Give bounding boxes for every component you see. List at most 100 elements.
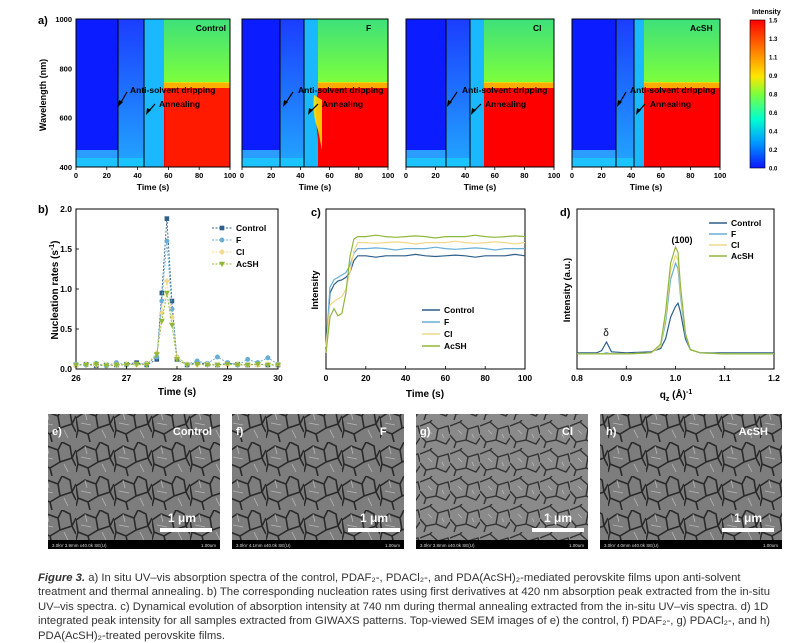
- data-point: [224, 361, 231, 368]
- colorbar-tick: 0.0: [769, 167, 778, 173]
- scale-text: 1 μm: [360, 511, 388, 525]
- xtick-label: 80: [355, 171, 363, 180]
- colorbar-tick: 1.5: [769, 19, 778, 25]
- legend-label: AcSH: [444, 341, 467, 351]
- ylabel-sup: -1: [49, 244, 56, 250]
- legend-marker: [218, 261, 226, 268]
- xlabel-sup: -1: [686, 389, 692, 396]
- ytick-label: 0.0: [60, 364, 72, 374]
- xtick-label: 60: [325, 171, 333, 180]
- annot-dripping: Anti-solvent dripping: [298, 85, 383, 95]
- colorbar-tick: 0.9: [769, 74, 778, 80]
- panel-a: a) Wavelength (nm) Control Anti-solvent …: [38, 9, 781, 192]
- panel-a-label: a): [38, 15, 48, 27]
- ytick-label: 600: [59, 114, 72, 123]
- scale-bar: [722, 528, 774, 532]
- xtick-label: 40: [461, 171, 469, 180]
- data-point: [264, 362, 271, 369]
- xtick-label: 28: [172, 373, 182, 383]
- data-point: [254, 361, 261, 368]
- annot-annealing: Annealing: [650, 99, 691, 109]
- xtick-label: 20: [267, 171, 275, 180]
- xtick-label: 60: [491, 171, 499, 180]
- xtick-label: 60: [441, 373, 451, 383]
- heatmap-title: Control: [196, 23, 226, 33]
- sem-scale-end: 1.00um: [385, 543, 400, 548]
- peak-label: (100): [671, 235, 692, 245]
- legend-label: AcSH: [236, 259, 259, 269]
- xtick-label: 0: [404, 171, 408, 180]
- xtick-label: 40: [627, 171, 635, 180]
- annot-dripping: Anti-solvent dripping: [130, 85, 215, 95]
- series-line-cl: [325, 240, 526, 348]
- scale-bar: [348, 528, 400, 532]
- data-point: [214, 354, 220, 360]
- xtick-label: 100: [518, 373, 532, 383]
- colorbar-tick: 1.1: [769, 56, 778, 62]
- xtick-label: 100: [382, 171, 395, 180]
- heatmap-cl: Cl Anti-solvent dripping Annealing: [405, 18, 555, 168]
- data-point: [173, 357, 181, 363]
- scale-text: 1 μm: [168, 511, 196, 525]
- panel-d-ylabel: Intensity (a.u.): [562, 258, 573, 322]
- sem-footer: 3.0kV 4.1mm x40.0k SE(U): [236, 543, 291, 548]
- legend-label: Cl: [731, 240, 740, 250]
- colorbar: Intensity 1.5 1.3 1.1 0.9 0.8 0.6 0.4 0.2 0.0: [749, 9, 781, 173]
- sem-scale-end: 1.00um: [569, 543, 584, 548]
- xtick-label: 30: [273, 373, 283, 383]
- panel-b-xlabel: Time (s): [158, 387, 196, 398]
- ytick-label: 1.0: [60, 284, 72, 294]
- xtick-label: 60: [657, 171, 665, 180]
- xaxis-title: Time (s): [630, 182, 663, 192]
- xtick-label: 1.1: [719, 373, 731, 383]
- panel-b-legend: Control F Cl AcSH: [212, 223, 266, 269]
- data-point: [169, 298, 175, 304]
- panel-c-plot: [325, 234, 526, 354]
- data-point: [159, 290, 165, 296]
- xlabel-sub: z: [666, 396, 670, 403]
- data-point: [168, 313, 175, 321]
- data-point: [123, 362, 130, 369]
- panel-a-ylabel: Wavelength (nm): [38, 59, 48, 131]
- series-line-cl: [577, 254, 774, 355]
- legend-label: F: [731, 229, 736, 239]
- data-point: [93, 361, 100, 368]
- sem-name: AcSH: [739, 426, 768, 438]
- panel-b-frame: [75, 208, 279, 370]
- series-line-cl: [75, 280, 279, 367]
- delta-label: δ: [603, 328, 609, 339]
- panel-b-label: b): [38, 204, 49, 216]
- legend-label: F: [236, 235, 241, 245]
- data-point: [164, 216, 170, 221]
- panel-c-legend: Control F Cl AcSH: [422, 305, 474, 351]
- panel-b: b) Nucleation rates (s-1) 26 27 28 29 30 0.0 0…: [38, 204, 283, 398]
- heatmap-f: F Anti-solvent dripping Annealing: [241, 18, 389, 168]
- heatmap-title: Cl: [533, 23, 542, 33]
- xtick-label: 100: [548, 171, 561, 180]
- annot-dripping: Anti-solvent dripping: [462, 85, 547, 95]
- figure-caption: Figure 3. a) In situ UV–vis absorption s…: [38, 571, 778, 643]
- data-point: [143, 362, 150, 369]
- legend-label: Control: [236, 223, 266, 233]
- annot-annealing: Annealing: [159, 99, 200, 109]
- series-line-acsh: [325, 234, 526, 354]
- scale-text: 1 μm: [544, 511, 572, 525]
- panel-b-plot: [72, 216, 282, 369]
- legend-marker: [218, 248, 226, 256]
- data-point: [103, 363, 110, 369]
- series-line-f: [325, 246, 525, 348]
- legend-label: Control: [444, 305, 474, 315]
- xlabel-q: q: [660, 390, 666, 401]
- sem-scale-end: 1.00um: [763, 543, 778, 548]
- ylabel-end: ): [50, 240, 61, 243]
- sem-label: e): [52, 426, 62, 438]
- series-line-control: [325, 253, 526, 354]
- sem-footer: 3.0kV 3.9mm x40.0k SE(U): [52, 543, 107, 548]
- data-point: [204, 362, 211, 369]
- data-point: [214, 362, 221, 369]
- xtick-label: 0: [324, 373, 329, 383]
- data-point: [83, 362, 90, 369]
- legend-label: Cl: [236, 247, 245, 257]
- sem-row: 3.0kV 3.9mm x40.0k SE(U) 1.00um e) Contr…: [48, 414, 782, 549]
